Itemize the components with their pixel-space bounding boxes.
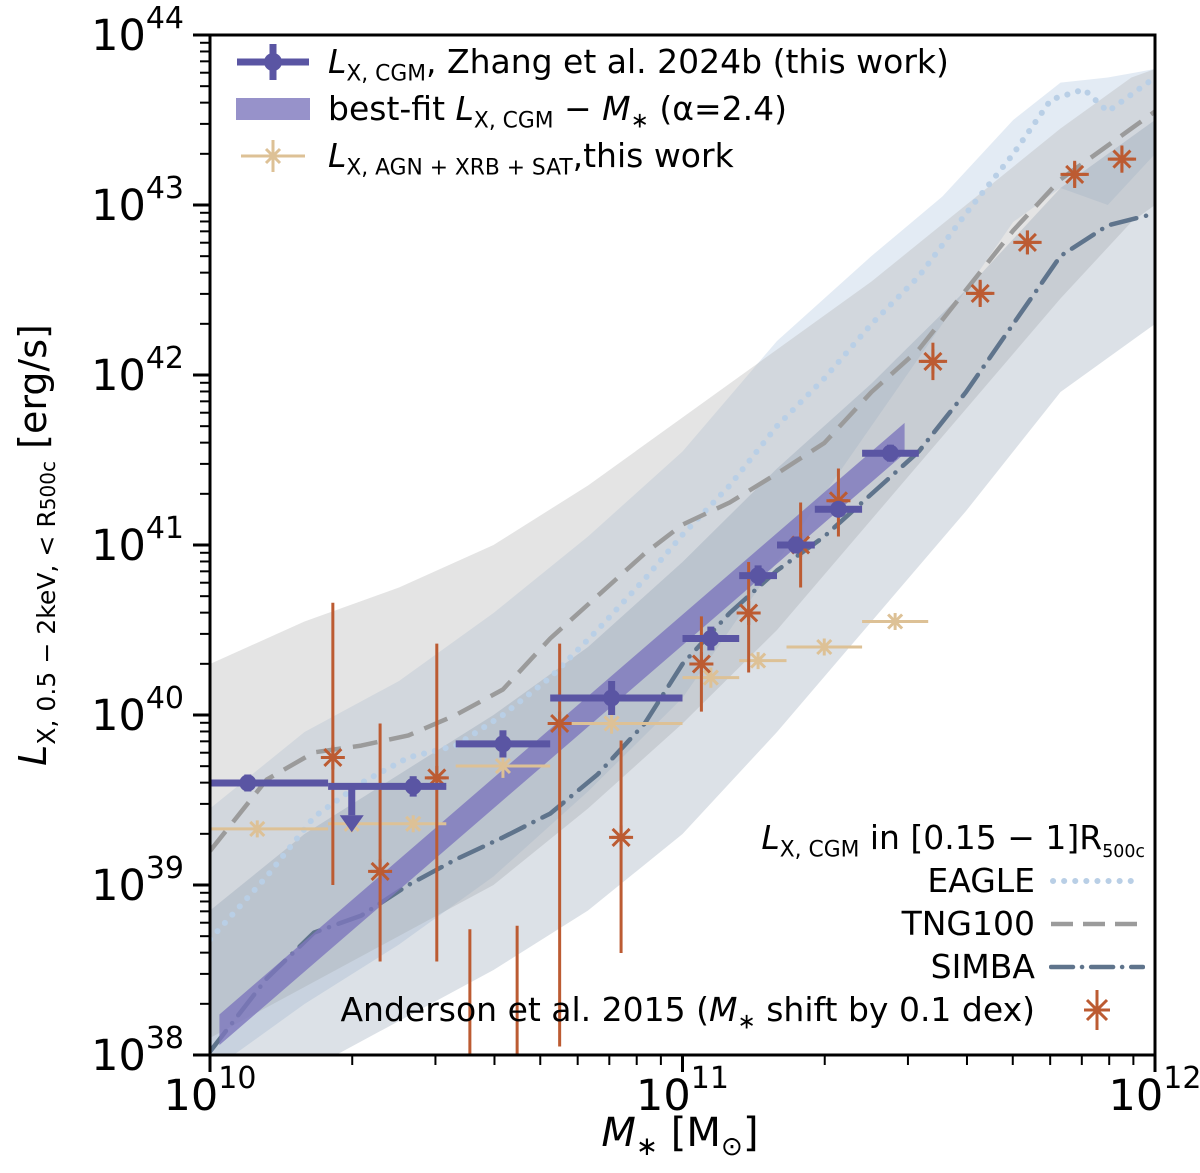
- tng100-line: [210, 109, 1155, 853]
- y-axis-sub-deep: 500c: [35, 460, 60, 511]
- zhang_cgm-point: [682, 626, 740, 651]
- anderson-point: [918, 342, 948, 381]
- anderson-point: [320, 602, 345, 885]
- agn_xrb_sat-point: [455, 754, 551, 778]
- zhang_cgm-point: [328, 782, 381, 833]
- anderson-point: [368, 723, 393, 962]
- legend-item-agn: LX, AGN + XRB + SAT,this work: [230, 132, 949, 179]
- agn_xrb_sat-point: [550, 713, 683, 734]
- zhang_cgm-point: [455, 730, 551, 758]
- y-tick-label-38: 1038: [91, 1021, 184, 1081]
- x-axis-unit-sub: ⊙: [720, 1131, 743, 1162]
- simba-line-sample-icon: [1049, 961, 1145, 973]
- anderson-point: [1013, 230, 1042, 255]
- legend-sims-title: LX, CGM in [0.15 − 1]R500c: [761, 818, 1145, 863]
- legend-item-cgm: LX, CGM, Zhang et al. 2024b (this work): [230, 38, 949, 85]
- x-axis-unit-post: ]: [743, 1110, 759, 1156]
- legend-item-fit: best-fit LX, CGM − M∗ (α=2.4): [230, 85, 949, 132]
- x-axis-sub: ∗: [635, 1131, 659, 1162]
- zhang_cgm-point: [550, 681, 683, 715]
- agn-errorbar-marker-icon: [230, 134, 316, 178]
- legend-item-cgm-label: LX, CGM, Zhang et al. 2024b (this work): [328, 42, 949, 87]
- zhang_cgm-point: [862, 444, 919, 462]
- legend-sims-title-row: LX, CGM in [0.15 − 1]R500c: [340, 816, 1145, 863]
- legend-item-tng100: TNG100: [340, 902, 1145, 945]
- axes-frame: 1038 1039 1040 1041 1042 1043 1044 1010 1011 1012: [91, 1, 1200, 1121]
- tng100-scatter-band: [210, 69, 1155, 1038]
- agn_xrb_sat-point: [739, 652, 787, 670]
- legend-item-anderson: Anderson et al. 2015 (M∗ shift by 0.1 de…: [340, 988, 1145, 1035]
- agn_xrb_sat-point: [210, 820, 329, 838]
- anderson-asterisk-marker-icon: [1049, 988, 1145, 1032]
- y-axis-unit: [erg/s]: [11, 324, 55, 461]
- x-tick-label-10: 1010: [164, 1061, 257, 1121]
- legend-item-anderson-label: Anderson et al. 2015 (M∗ shift by 0.1 de…: [340, 990, 1035, 1035]
- zhang_cgm-point: [380, 776, 447, 797]
- legend-item-simba-label: SIMBA: [930, 947, 1035, 986]
- x-axis-unit-pre: [M: [658, 1110, 721, 1156]
- legend-item-simba: SIMBA: [340, 945, 1145, 988]
- anderson-point: [515, 925, 519, 1055]
- anderson-point: [609, 740, 634, 953]
- y-tick-label-39: 1039: [91, 851, 184, 911]
- eagle-scatter-band: [210, 69, 1155, 1055]
- bestfit-band: [219, 422, 905, 1046]
- x-tick-label-12: 1012: [1109, 1061, 1200, 1121]
- anderson-point: [547, 643, 572, 1047]
- y-axis-label: LX, 0.5 − 2keV, < R500c [erg/s]: [8, 0, 61, 1090]
- zhang_cgm-point: [814, 500, 863, 518]
- anderson-point: [736, 562, 761, 673]
- simba-line: [210, 211, 1155, 1054]
- y-axis-var: L: [11, 744, 55, 766]
- agn_xrb_sat-point: [380, 815, 447, 833]
- agn_xrb_sat-point: [862, 613, 929, 630]
- legend-main: LX, CGM, Zhang et al. 2024b (this work) …: [230, 38, 949, 179]
- zhang_cgm-point: [777, 536, 815, 554]
- anderson-point: [966, 279, 995, 307]
- anderson-point: [689, 616, 714, 712]
- y-tick-label-43: 1043: [91, 171, 184, 231]
- eagle-line: [210, 74, 1155, 943]
- agn_xrb_sat-point: [682, 667, 740, 688]
- legend-item-tng100-label: TNG100: [901, 904, 1035, 943]
- x-axis-label: M∗ [M⊙]: [420, 1110, 940, 1160]
- zhang_cgm-series: [210, 444, 919, 833]
- legend-item-eagle: EAGLE: [340, 859, 1145, 902]
- anderson-point: [1060, 160, 1089, 188]
- plot-area: [210, 69, 1155, 1055]
- legend-item-fit-label: best-fit LX, CGM − M∗ (α=2.4): [328, 89, 787, 134]
- anderson-point: [1107, 145, 1137, 173]
- y-tick-label-41: 1041: [91, 511, 184, 571]
- y-tick-label-40: 1040: [91, 681, 184, 741]
- zhang_cgm-point: [210, 774, 329, 792]
- y-tick-label-44: 1044: [91, 1, 184, 61]
- y-tick-label-42: 1042: [91, 341, 184, 401]
- x-axis-var: M: [601, 1110, 636, 1156]
- agn_xrb_sat-point: [786, 638, 863, 656]
- cgm-errorbar-marker-icon: [230, 40, 316, 84]
- legend-simulations: LX, CGM in [0.15 − 1]R500c EAGLE TNG100 …: [340, 816, 1145, 1035]
- x-tick-label-11: 1011: [636, 1061, 729, 1121]
- legend-item-agn-label: LX, AGN + XRB + SAT,this work: [328, 136, 734, 181]
- fit-band-swatch-icon: [230, 87, 316, 131]
- eagle-line-sample-icon: [1049, 875, 1145, 887]
- y-axis-sub: X, 0.5 − 2keV, < R: [31, 510, 61, 745]
- tng100-line-sample-icon: [1049, 918, 1145, 930]
- legend-item-eagle-label: EAGLE: [927, 861, 1035, 900]
- anderson-point: [468, 929, 472, 1055]
- zhang_cgm-point: [739, 565, 777, 586]
